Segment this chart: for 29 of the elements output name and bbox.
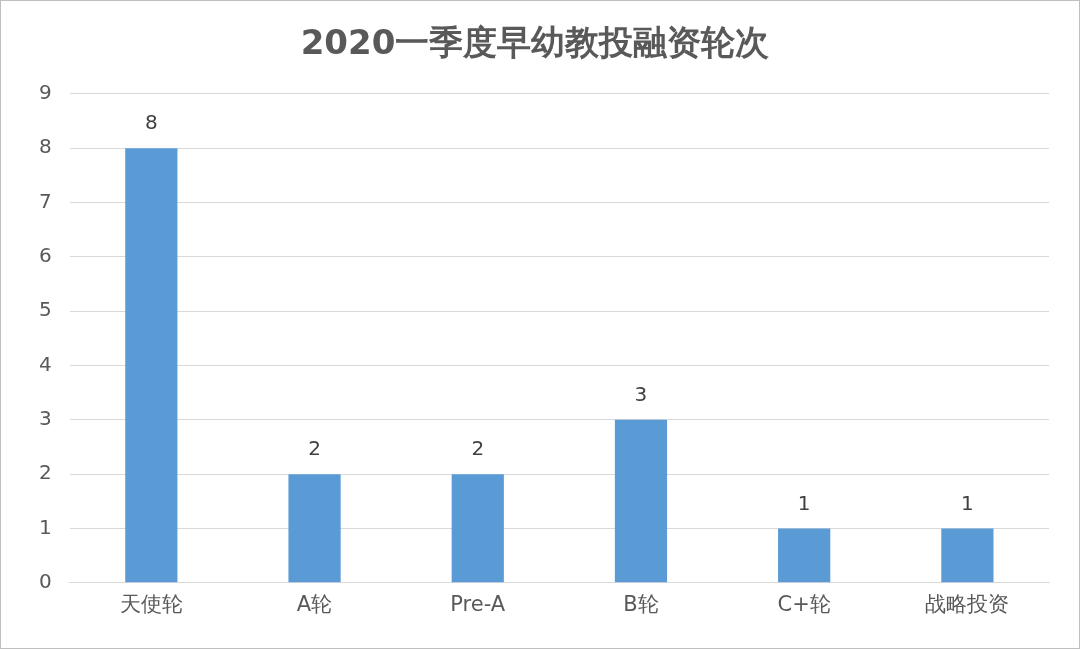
data-label: 1: [961, 490, 974, 515]
bar: [288, 474, 341, 583]
data-label: 1: [797, 490, 811, 515]
bar: [125, 148, 178, 583]
x-tick-label: 战略投资: [925, 591, 1010, 616]
x-tick-label: Pre-A: [450, 591, 506, 616]
y-tick-label: 0: [38, 569, 52, 593]
data-label: 3: [634, 382, 648, 406]
bar: [941, 528, 994, 583]
y-tick-label: 4: [38, 351, 52, 376]
y-tick-label: 8: [38, 134, 52, 159]
chart-title: 2020一季度早幼教投融资轮次: [300, 22, 770, 63]
x-tick-label: A轮: [296, 591, 333, 616]
y-tick-label: 1: [38, 514, 52, 539]
x-tick-label: B轮: [623, 591, 659, 616]
y-tick-label: 2: [38, 460, 52, 485]
data-label: 2: [308, 436, 321, 461]
y-tick-label: 5: [38, 297, 52, 322]
data-label: 8: [144, 110, 158, 135]
bar: [614, 419, 668, 583]
y-tick-label: 3: [38, 406, 52, 430]
x-tick-label: 天使轮: [119, 591, 183, 616]
data-label: 2: [471, 436, 485, 461]
x-tick-label: C+轮: [777, 591, 831, 616]
y-tick-label: 6: [38, 243, 52, 267]
y-tick-label: 7: [38, 188, 52, 213]
y-tick-label: 9: [38, 80, 52, 104]
bar: [778, 528, 831, 583]
bar: [451, 474, 504, 583]
